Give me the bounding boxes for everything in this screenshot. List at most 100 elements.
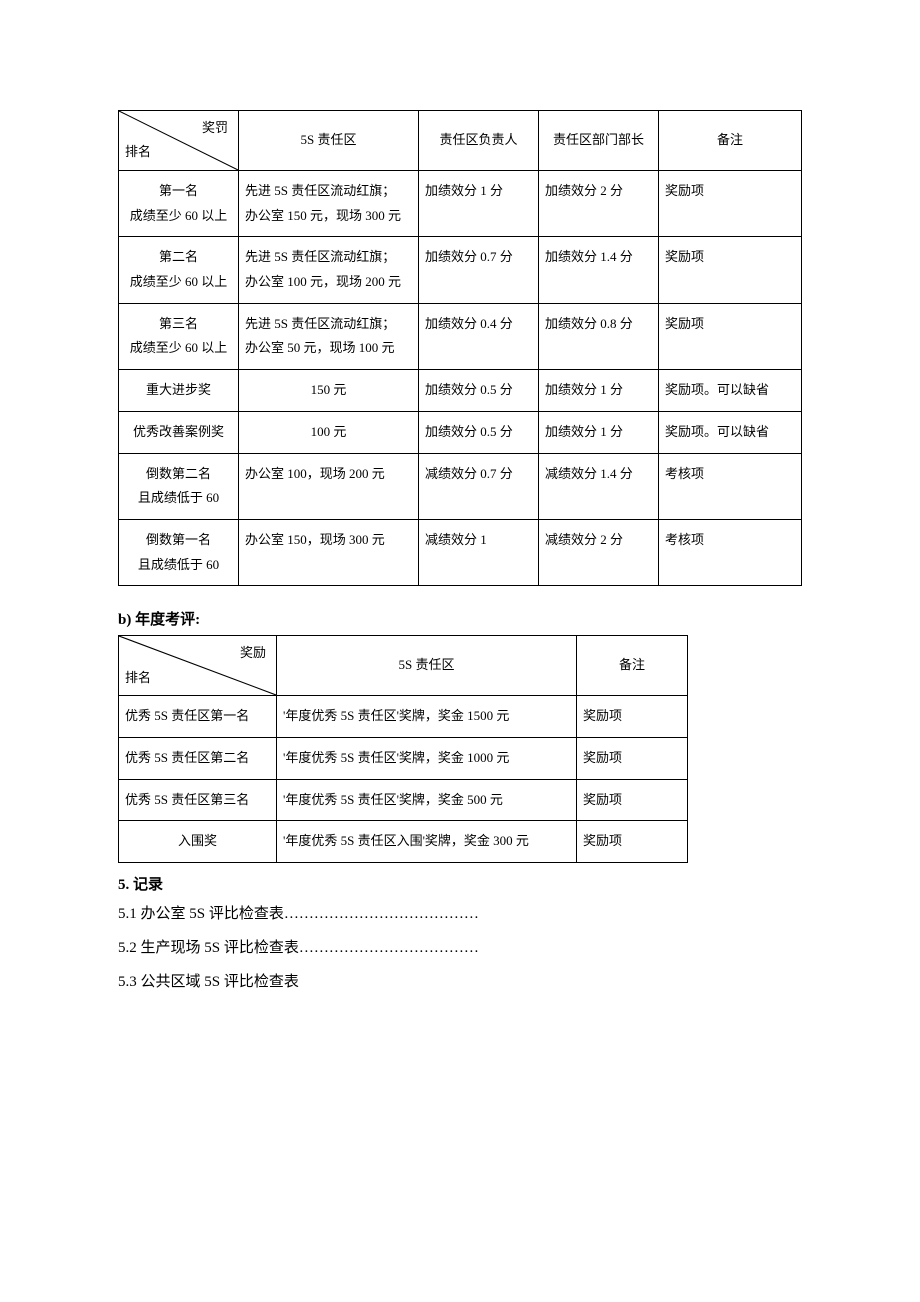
rank-text: 倒数第二名 [125, 462, 232, 487]
area-cell: '年度优秀 5S 责任区'奖牌，奖金 1000 元 [277, 737, 577, 779]
rank-sub: 成绩至少 60 以上 [125, 204, 232, 229]
rank-text: 第三名 [125, 312, 232, 337]
area-cell: 先进 5S 责任区流动红旗；办公室 100 元，现场 200 元 [239, 237, 419, 303]
dept-cell: 加绩效分 1 分 [539, 370, 659, 412]
diag-bottom-label: 排名 [125, 140, 151, 165]
note-cell: 奖励项 [659, 171, 802, 237]
section-5-title: 5. 记录 [118, 873, 802, 894]
table-row: 优秀 5S 责任区第二名'年度优秀 5S 责任区'奖牌，奖金 1000 元奖励项 [119, 737, 688, 779]
rank-sub: 且成绩低于 60 [125, 553, 232, 578]
dept-cell: 减绩效分 2 分 [539, 519, 659, 585]
col-header-dept: 责任区部门部长 [539, 111, 659, 171]
leader-cell: 加绩效分 1 分 [419, 171, 539, 237]
area-text: 先进 5S 责任区流动红旗； [245, 245, 412, 270]
rank-text: 第二名 [125, 245, 232, 270]
rank-cell: 优秀 5S 责任区第一名 [119, 696, 277, 738]
rank-cell: 第二名成绩至少 60 以上 [119, 237, 239, 303]
rank-text: 重大进步奖 [125, 378, 232, 403]
rank-sub: 且成绩低于 60 [125, 486, 232, 511]
rank-cell: 倒数第一名且成绩低于 60 [119, 519, 239, 585]
area-cell: 100 元 [239, 411, 419, 453]
area-text: 150 元 [245, 378, 412, 403]
area-cell: '年度优秀 5S 责任区'奖牌，奖金 500 元 [277, 779, 577, 821]
dept-cell: 加绩效分 1.4 分 [539, 237, 659, 303]
area-text: 100 元 [245, 420, 412, 445]
note-cell: 奖励项 [577, 696, 688, 738]
note-cell: 奖励项 [577, 779, 688, 821]
monthly-evaluation-table: 奖罚 排名 5S 责任区 责任区负责人 责任区部门部长 备注 第一名成绩至少 6… [118, 110, 802, 586]
diag-top-label: 奖励 [240, 641, 266, 666]
table-row: 入围奖'年度优秀 5S 责任区入围'奖牌，奖金 300 元奖励项 [119, 821, 688, 863]
table-row: 倒数第一名且成绩低于 60办公室 150，现场 300 元减绩效分 1减绩效分 … [119, 519, 802, 585]
rank-cell: 优秀 5S 责任区第三名 [119, 779, 277, 821]
dept-cell: 加绩效分 2 分 [539, 171, 659, 237]
col-header-area: 5S 责任区 [239, 111, 419, 171]
diagonal-header-cell: 奖罚 排名 [119, 111, 239, 171]
dept-cell: 加绩效分 0.8 分 [539, 303, 659, 369]
area-cell: '年度优秀 5S 责任区入围'奖牌，奖金 300 元 [277, 821, 577, 863]
table-row: 优秀 5S 责任区第一名'年度优秀 5S 责任区'奖牌，奖金 1500 元奖励项 [119, 696, 688, 738]
table-row: 第二名成绩至少 60 以上先进 5S 责任区流动红旗；办公室 100 元，现场 … [119, 237, 802, 303]
annual-heading: b) 年度考评: [118, 608, 802, 629]
area-sub: 办公室 50 元，现场 100 元 [245, 336, 412, 361]
area-cell: 先进 5S 责任区流动红旗；办公室 150 元，现场 300 元 [239, 171, 419, 237]
table-header-row: 奖励 排名 5S 责任区 备注 [119, 636, 688, 696]
rank-cell: 第三名成绩至少 60 以上 [119, 303, 239, 369]
note-cell: 奖励项 [577, 737, 688, 779]
rank-text: 倒数第一名 [125, 528, 232, 553]
table-row: 优秀 5S 责任区第三名'年度优秀 5S 责任区'奖牌，奖金 500 元奖励项 [119, 779, 688, 821]
table-header-row: 奖罚 排名 5S 责任区 责任区负责人 责任区部门部长 备注 [119, 111, 802, 171]
leader-cell: 加绩效分 0.7 分 [419, 237, 539, 303]
area-cell: '年度优秀 5S 责任区'奖牌，奖金 1500 元 [277, 696, 577, 738]
table-row: 第一名成绩至少 60 以上先进 5S 责任区流动红旗；办公室 150 元，现场 … [119, 171, 802, 237]
record-item: 5.2 生产现场 5S 评比检查表……………………………… [118, 936, 802, 960]
leader-cell: 加绩效分 0.4 分 [419, 303, 539, 369]
rank-sub: 成绩至少 60 以上 [125, 336, 232, 361]
rank-text: 优秀改善案例奖 [125, 420, 232, 445]
note-cell: 考核项 [659, 453, 802, 519]
area-text: 办公室 150，现场 300 元 [245, 528, 412, 553]
note-cell: 奖励项。可以缺省 [659, 370, 802, 412]
leader-cell: 减绩效分 1 [419, 519, 539, 585]
note-cell: 奖励项 [659, 237, 802, 303]
leader-cell: 加绩效分 0.5 分 [419, 411, 539, 453]
note-cell: 奖励项 [577, 821, 688, 863]
note-cell: 奖励项 [659, 303, 802, 369]
area-cell: 150 元 [239, 370, 419, 412]
rank-cell: 优秀改善案例奖 [119, 411, 239, 453]
table-row: 重大进步奖 150 元加绩效分 0.5 分加绩效分 1 分奖励项。可以缺省 [119, 370, 802, 412]
record-item: 5.3 公共区域 5S 评比检查表 [118, 970, 802, 994]
leader-cell: 减绩效分 0.7 分 [419, 453, 539, 519]
area-text: 办公室 100，现场 200 元 [245, 462, 412, 487]
rank-cell: 入围奖 [119, 821, 277, 863]
col-header-note: 备注 [659, 111, 802, 171]
note-cell: 奖励项。可以缺省 [659, 411, 802, 453]
diag-top-label: 奖罚 [202, 116, 228, 141]
annual-evaluation-table: 奖励 排名 5S 责任区 备注 优秀 5S 责任区第一名'年度优秀 5S 责任区… [118, 635, 688, 863]
area-cell: 办公室 100，现场 200 元 [239, 453, 419, 519]
table-row: 第三名成绩至少 60 以上先进 5S 责任区流动红旗；办公室 50 元，现场 1… [119, 303, 802, 369]
area-cell: 先进 5S 责任区流动红旗；办公室 50 元，现场 100 元 [239, 303, 419, 369]
col-header-note: 备注 [577, 636, 688, 696]
diagonal-header-cell: 奖励 排名 [119, 636, 277, 696]
table-row: 优秀改善案例奖100 元加绩效分 0.5 分加绩效分 1 分奖励项。可以缺省 [119, 411, 802, 453]
col-header-area: 5S 责任区 [277, 636, 577, 696]
leader-cell: 加绩效分 0.5 分 [419, 370, 539, 412]
record-item: 5.1 办公室 5S 评比检查表………………………………… [118, 902, 802, 926]
note-cell: 考核项 [659, 519, 802, 585]
area-text: 先进 5S 责任区流动红旗； [245, 312, 412, 337]
rank-cell: 重大进步奖 [119, 370, 239, 412]
table-row: 倒数第二名且成绩低于 60办公室 100，现场 200 元减绩效分 0.7 分减… [119, 453, 802, 519]
rank-cell: 优秀 5S 责任区第二名 [119, 737, 277, 779]
area-cell: 办公室 150，现场 300 元 [239, 519, 419, 585]
rank-sub: 成绩至少 60 以上 [125, 270, 232, 295]
area-text: 先进 5S 责任区流动红旗； [245, 179, 412, 204]
area-sub: 办公室 150 元，现场 300 元 [245, 204, 412, 229]
dept-cell: 减绩效分 1.4 分 [539, 453, 659, 519]
rank-cell: 第一名成绩至少 60 以上 [119, 171, 239, 237]
diag-bottom-label: 排名 [125, 666, 151, 691]
rank-text: 第一名 [125, 179, 232, 204]
col-header-leader: 责任区负责人 [419, 111, 539, 171]
rank-cell: 倒数第二名且成绩低于 60 [119, 453, 239, 519]
area-sub: 办公室 100 元，现场 200 元 [245, 270, 412, 295]
